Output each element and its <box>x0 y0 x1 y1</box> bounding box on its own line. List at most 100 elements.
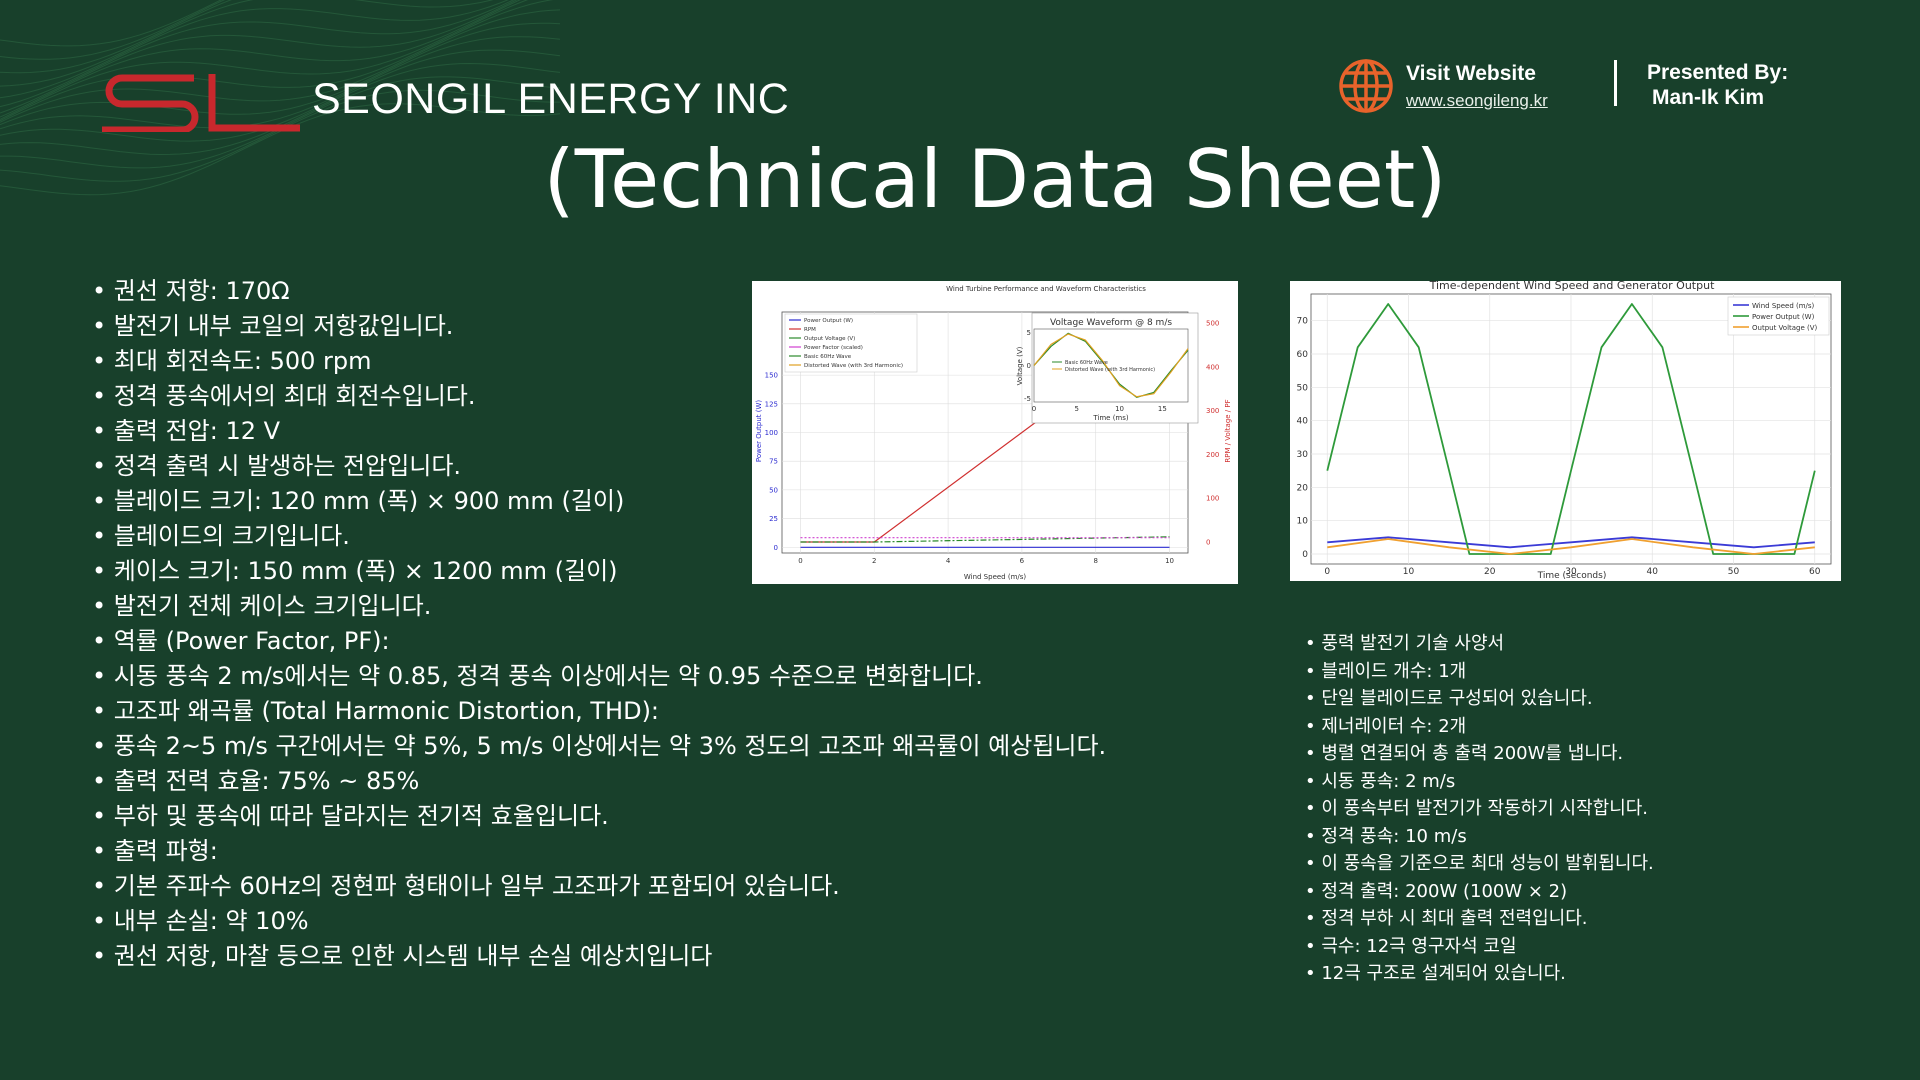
legend-label: Power Output (W) <box>1752 313 1815 321</box>
company-name: SEONGIL ENERGY INC <box>312 74 790 123</box>
corner-wave-pattern <box>0 0 560 196</box>
list-item: 풍속 2~5 m/s 구간에서는 약 5%, 5 m/s 이상에서는 약 3% … <box>92 729 1106 764</box>
x-tick-label: 30 <box>1565 567 1577 577</box>
presenter-name: Man-Ik Kim <box>1652 86 1765 109</box>
inset-y-label: Voltage (V) <box>1016 346 1024 385</box>
x-axis-label: Time (seconds) <box>1537 571 1607 581</box>
list-item: 최대 회전속도: 500 rpm <box>92 344 1106 379</box>
list-item: 블레이드의 크기입니다. <box>92 519 1106 554</box>
list-item: 시동 풍속: 2 m/s <box>1305 768 1695 796</box>
y-axis-label: Power Output (W) <box>755 400 763 463</box>
x-tick-label: 50 <box>1728 567 1740 577</box>
list-item: 권선 저항, 마찰 등으로 인한 시스템 내부 손실 예상치입니다 <box>92 939 1106 974</box>
legend-label: Distorted Wave (with 3rd Harmonic) <box>804 363 903 369</box>
chart-legend: Wind Speed (m/s) Power Output (W) Output V… <box>1727 296 1830 336</box>
globe-icon <box>1339 59 1393 113</box>
y-tick-label: 70 <box>1297 317 1309 327</box>
inset-y-tick: -5 <box>1024 395 1031 403</box>
y-right-tick-label: 500 <box>1206 319 1219 327</box>
y-right-tick-label: 200 <box>1206 451 1219 459</box>
y-tick-label: 30 <box>1297 450 1309 460</box>
list-item: 발전기 내부 코일의 저항값입니다. <box>92 309 1106 344</box>
inset-x-label: Time (ms) <box>1092 414 1129 422</box>
wave-line <box>0 0 226 60</box>
wave-line <box>0 103 560 196</box>
list-item: 케이스 크기: 150 mm (폭) × 1200 mm (길이) <box>92 554 1106 589</box>
y-tick-label: 40 <box>1297 417 1309 427</box>
x-tick-label: 6 <box>1020 557 1025 565</box>
performance-chart-svg: Wind Turbine Performance and Waveform Ch… <box>755 285 1232 581</box>
inset-y-tick: 0 <box>1027 362 1031 370</box>
inset-x-tick: 15 <box>1158 405 1167 413</box>
website-link[interactable]: www.seongileng.kr <box>1406 90 1548 110</box>
time-chart-svg: Time-dependent Wind Speed and Generator … <box>1297 281 1832 581</box>
spec-list-right: 풍력 발전기 기술 사양서 블레이드 개수: 1개 단일 블레이드로 구성되어 … <box>1305 630 1695 988</box>
list-item: 기본 주파수 60Hz의 정현파 형태이나 일부 고조파가 포함되어 있습니다. <box>92 869 1106 904</box>
list-item: 단일 블레이드로 구성되어 있습니다. <box>1305 685 1695 713</box>
list-item: 내부 손실: 약 10% <box>92 904 1106 939</box>
x-tick-label: 0 <box>798 557 802 565</box>
legend-label: Wind Speed (m/s) <box>1752 302 1815 310</box>
list-item: 출력 전압: 12 V <box>92 414 1106 449</box>
y-tick-label: 100 <box>765 429 778 437</box>
legend-label: Output Voltage (V) <box>1752 324 1818 332</box>
series-power-output-w <box>1326 303 1816 555</box>
wave-line <box>0 0 222 47</box>
page-title: (Technical Data Sheet) <box>543 133 1447 226</box>
series-output-voltage-v <box>1327 538 1815 555</box>
x-tick-label: 10 <box>1403 567 1415 577</box>
wave-line <box>0 0 509 99</box>
wave-line <box>0 0 515 108</box>
chart-title: Wind Turbine Performance and Waveform Ch… <box>946 285 1146 293</box>
y-right-tick-label: 300 <box>1206 407 1219 415</box>
list-item: 부하 및 풍속에 따라 달라지는 전기적 효율입니다. <box>92 799 1106 834</box>
y-right-axis-label: RPM / Voltage / PF <box>1224 399 1232 462</box>
wave-line <box>0 49 560 142</box>
wave-line <box>0 9 560 123</box>
header-divider <box>1614 60 1617 106</box>
wave-line <box>0 36 560 130</box>
list-item: 풍력 발전기 기술 사양서 <box>1305 630 1695 658</box>
visit-website[interactable]: Visit Website www.seongileng.kr <box>1338 58 1548 114</box>
x-tick-label: 4 <box>946 557 951 565</box>
wave-line <box>0 0 529 120</box>
y-tick-label: 0 <box>774 544 778 552</box>
x-tick-label: 2 <box>872 557 876 565</box>
y-tick-label: 50 <box>769 486 778 494</box>
inset-x-tick: 5 <box>1075 405 1079 413</box>
chart-legend: Power Output (W) RPM Output Voltage (V) Pow… <box>784 313 918 373</box>
list-item: 발전기 전체 케이스 크기입니다. <box>92 589 1106 624</box>
y-tick-label: 75 <box>769 458 778 466</box>
inset-frame <box>1031 312 1199 424</box>
company-logo: SEONGIL ENERGY INC <box>100 74 789 132</box>
legend-label: Output Voltage (V) <box>804 336 855 342</box>
legend-box <box>784 313 918 373</box>
spec-list-left: 권선 저항: 170Ω 발전기 내부 코일의 저항값입니다. 최대 회전속도: … <box>92 274 1106 974</box>
legend-label: RPM <box>804 327 816 333</box>
list-item: 정격 풍속: 10 m/s <box>1305 823 1695 851</box>
x-tick-label: 10 <box>1165 557 1174 565</box>
presented-by-label: Presented By: <box>1647 61 1789 84</box>
wave-line <box>0 22 560 126</box>
list-item: 블레이드 개수: 1개 <box>1305 658 1695 686</box>
list-item: 시동 풍속 2 m/s에서는 약 0.85, 정격 풍속 이상에서는 약 0.9… <box>92 659 1106 694</box>
x-tick-label: 40 <box>1647 567 1659 577</box>
list-item: 이 풍속을 기준으로 최대 성능이 발휘됩니다. <box>1305 850 1695 878</box>
list-item: 출력 파형: <box>92 834 1106 869</box>
inset-legend-label: Basic 60Hz Wave <box>1065 360 1108 366</box>
series-wind-speed-m-s <box>1327 536 1815 549</box>
y-tick-label: 25 <box>769 515 778 523</box>
list-item: 정격 풍속에서의 최대 회전수입니다. <box>92 379 1106 414</box>
chart-title: Time-dependent Wind Speed and Generator … <box>1429 281 1715 292</box>
wave-line <box>0 0 232 74</box>
y-tick-label: 10 <box>1297 517 1309 527</box>
list-item: 정격 출력: 200W (100W × 2) <box>1305 878 1695 906</box>
series-output-voltage-v <box>800 536 1170 543</box>
x-tick-label: 20 <box>1484 567 1496 577</box>
inset-title: Voltage Waveform @ 8 m/s <box>1050 318 1172 328</box>
list-item: 출력 전력 효율: 75% ~ 85% <box>92 764 1106 799</box>
list-item: 이 풍속부터 발전기가 작동하기 시작합니다. <box>1305 795 1695 823</box>
list-item: 병렬 연결되어 총 출력 200W를 냅니다. <box>1305 740 1695 768</box>
y-right-tick-label: 100 <box>1206 495 1219 503</box>
wave-line <box>0 0 494 87</box>
